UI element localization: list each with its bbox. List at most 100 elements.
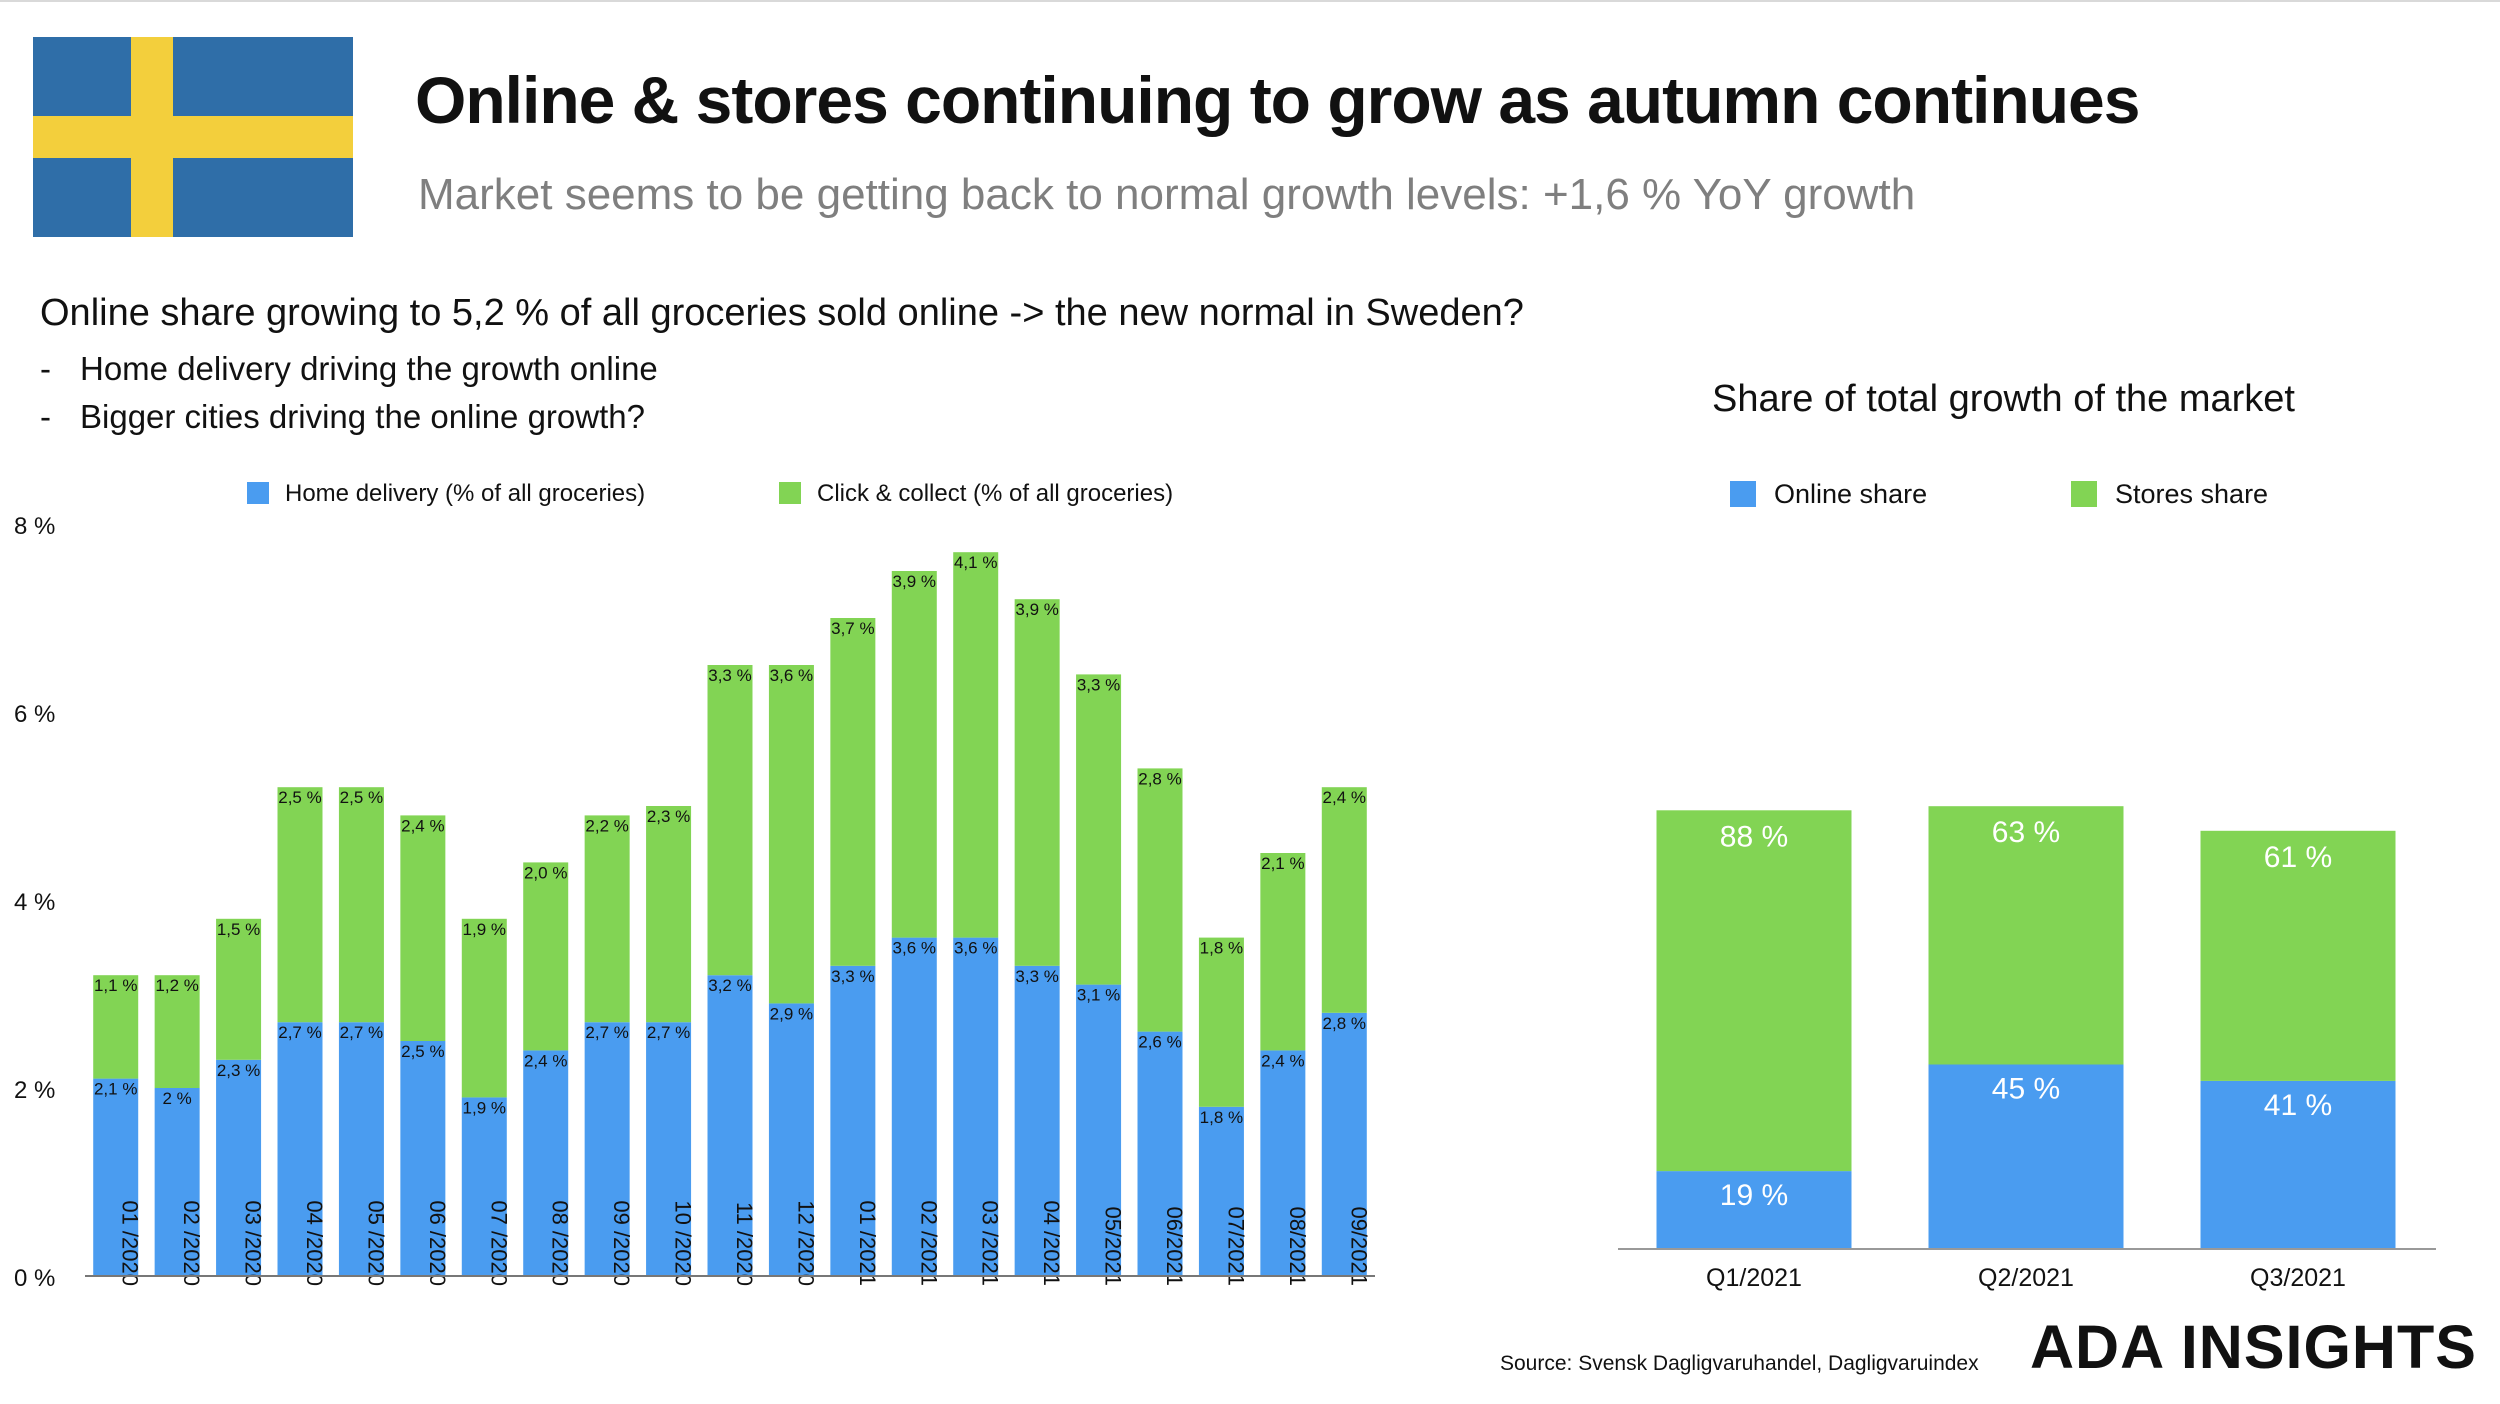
x-tick-label: 05/2021 bbox=[1101, 1206, 1126, 1286]
data-label-home-delivery: 3,3 % bbox=[831, 967, 874, 986]
bar-online-share bbox=[2200, 1080, 2396, 1249]
bar-home-delivery bbox=[277, 1022, 323, 1276]
commentary-headline: Online share growing to 5,2 % of all gro… bbox=[40, 292, 1524, 334]
data-label-home-delivery: 2,1 % bbox=[94, 1080, 137, 1099]
bar-click-collect bbox=[461, 918, 507, 1098]
online-share-monthly-chart: 0 % 2 % 4 % 6 % 8 % Home delivery (% of all g… bbox=[14, 480, 1375, 1292]
x-tick-label: 06 /2020 bbox=[425, 1200, 450, 1286]
commentary-bullets: - Home delivery driving the growth online… bbox=[40, 345, 658, 441]
right-chart-title: Share of total growth of the market bbox=[1712, 378, 2295, 420]
data-label-click-collect: 3,3 % bbox=[708, 666, 751, 685]
bar-home-delivery bbox=[338, 1022, 384, 1276]
x-tick-label: 04 /2020 bbox=[302, 1200, 327, 1286]
bar-click-collect bbox=[523, 862, 569, 1051]
growth-share-quarterly-chart: Online share Stores share 19 % 88 % Q1/2021 4… bbox=[1618, 479, 2436, 1292]
x-tick-label: 11 /2020 bbox=[732, 1202, 757, 1286]
bullet-text: Home delivery driving the growth online bbox=[80, 350, 658, 387]
bar-click-collect bbox=[1198, 937, 1244, 1107]
x-tick-label: 03 /2021 bbox=[978, 1200, 1003, 1286]
x-tick-label: 05 /2020 bbox=[363, 1200, 388, 1286]
data-label-stores: 63 % bbox=[1992, 816, 2060, 849]
bar-home-delivery bbox=[1198, 1106, 1244, 1276]
x-tick-label: 01 /2020 bbox=[118, 1200, 143, 1286]
data-label-home-delivery: 2,9 % bbox=[770, 1004, 813, 1023]
bar-click-collect bbox=[277, 787, 323, 1023]
data-label-home-delivery: 3,1 % bbox=[1077, 986, 1120, 1005]
y-tick-label: 4 % bbox=[14, 889, 55, 916]
bullet-dash: - bbox=[40, 398, 51, 435]
data-label-home-delivery: 2,5 % bbox=[401, 1042, 444, 1061]
x-tick-label: 06/2021 bbox=[1162, 1206, 1187, 1286]
bar-home-delivery bbox=[830, 965, 876, 1276]
data-label-click-collect: 2,4 % bbox=[1323, 788, 1366, 807]
bar-home-delivery bbox=[1014, 965, 1060, 1276]
bar-home-delivery bbox=[216, 1059, 262, 1276]
data-label-click-collect: 2,5 % bbox=[278, 788, 321, 807]
data-label-online: 41 % bbox=[2264, 1089, 2332, 1122]
legend-swatch-online bbox=[1730, 481, 1756, 507]
data-label-click-collect: 1,5 % bbox=[217, 920, 260, 939]
data-label-click-collect: 2,3 % bbox=[647, 807, 690, 826]
data-label-home-delivery: 2 % bbox=[162, 1089, 191, 1108]
data-label-home-delivery: 2,3 % bbox=[217, 1061, 260, 1080]
data-label-home-delivery: 2,8 % bbox=[1323, 1014, 1366, 1033]
data-label-home-delivery: 2,6 % bbox=[1138, 1033, 1181, 1052]
data-label-click-collect: 3,9 % bbox=[893, 572, 936, 591]
bar-click-collect bbox=[584, 815, 630, 1023]
legend-label-home-delivery: Home delivery (% of all groceries) bbox=[285, 480, 645, 507]
bar-click-collect bbox=[154, 975, 200, 1088]
bar-click-collect bbox=[646, 806, 692, 1023]
y-tick-label: 6 % bbox=[14, 701, 55, 728]
x-tick-label: 12 /2020 bbox=[793, 1200, 818, 1286]
data-label-click-collect: 1,2 % bbox=[155, 976, 198, 995]
bar-click-collect bbox=[768, 665, 814, 1004]
data-label-click-collect: 2,0 % bbox=[524, 863, 567, 882]
data-label-click-collect: 1,9 % bbox=[463, 920, 506, 939]
legend-swatch-stores bbox=[2071, 481, 2097, 507]
x-tick-label: 09/2021 bbox=[1346, 1206, 1371, 1286]
bullet-item: - Bigger cities driving the online growth… bbox=[40, 393, 658, 441]
bar-click-collect bbox=[1260, 853, 1306, 1051]
data-label-stores: 88 % bbox=[1720, 820, 1788, 853]
data-label-home-delivery: 3,3 % bbox=[1015, 967, 1058, 986]
bar-home-delivery bbox=[1260, 1050, 1306, 1276]
data-label-stores: 61 % bbox=[2264, 841, 2332, 874]
bar-click-collect bbox=[1014, 599, 1060, 966]
data-label-home-delivery: 2,4 % bbox=[1261, 1051, 1304, 1070]
bar-click-collect bbox=[216, 918, 262, 1060]
bar-home-delivery bbox=[707, 975, 753, 1276]
data-label-home-delivery: 2,7 % bbox=[278, 1023, 321, 1042]
data-label-home-delivery: 1,9 % bbox=[463, 1098, 506, 1117]
bar-click-collect bbox=[1076, 674, 1122, 985]
bar-home-delivery bbox=[461, 1097, 507, 1276]
data-label-home-delivery: 2,7 % bbox=[647, 1023, 690, 1042]
data-label-click-collect: 2,5 % bbox=[340, 788, 383, 807]
data-label-click-collect: 3,6 % bbox=[770, 666, 813, 685]
x-tick-label: 01 /2021 bbox=[855, 1200, 880, 1286]
bar-stores-share bbox=[1656, 810, 1852, 1172]
data-label-click-collect: 2,2 % bbox=[585, 816, 628, 835]
source-note: Source: Svensk Dagligvaruhandel, Dagligv… bbox=[1500, 1352, 1979, 1375]
top-divider bbox=[0, 0, 2500, 2]
bar-home-delivery bbox=[154, 1088, 200, 1276]
x-tick-label: 07 /2020 bbox=[486, 1200, 511, 1286]
bar-click-collect bbox=[93, 975, 139, 1079]
bar-click-collect bbox=[1321, 787, 1367, 1013]
y-tick-label: 0 % bbox=[14, 1265, 55, 1292]
data-label-home-delivery: 1,8 % bbox=[1200, 1108, 1243, 1127]
page-title: Online & stores continuing to grow as au… bbox=[415, 63, 2140, 137]
bar-home-delivery bbox=[523, 1050, 569, 1276]
legend-swatch-click-collect bbox=[779, 482, 801, 504]
data-label-home-delivery: 3,2 % bbox=[708, 976, 751, 995]
data-label-home-delivery: 2,7 % bbox=[585, 1023, 628, 1042]
data-label-click-collect: 2,4 % bbox=[401, 816, 444, 835]
bar-home-delivery bbox=[584, 1022, 630, 1276]
bar-stores-share bbox=[2200, 830, 2396, 1081]
brand-logo: ADA INSIGHTS bbox=[2030, 1313, 2477, 1381]
flag-cross-horizontal bbox=[33, 116, 353, 158]
x-tick-label: Q1/2021 bbox=[1706, 1264, 1802, 1292]
bar-online-share bbox=[1656, 1171, 1852, 1249]
bar-online-share bbox=[1928, 1064, 2124, 1249]
x-tick-label: 08/2021 bbox=[1285, 1206, 1310, 1286]
bar-home-delivery bbox=[400, 1041, 446, 1276]
